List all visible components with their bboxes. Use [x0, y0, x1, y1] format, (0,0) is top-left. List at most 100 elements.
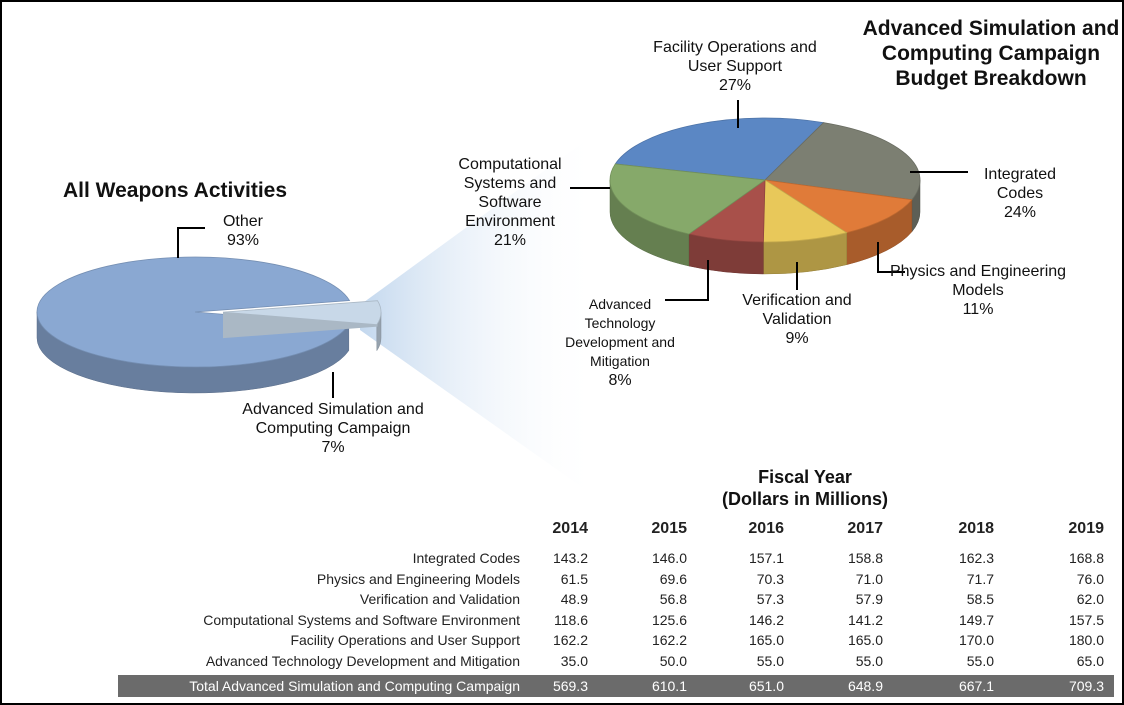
value-label: 27% — [718, 77, 752, 94]
table-cell: 57.3 — [756, 591, 784, 608]
total-label: Total Advanced Simulation and Computing … — [189, 678, 520, 694]
table-cell: 55.0 — [966, 653, 994, 669]
column-header: 2018 — [958, 520, 994, 537]
slice-top — [762, 179, 848, 243]
table-cell: 157.5 — [1068, 611, 1104, 628]
slice-top — [36, 256, 351, 368]
column-header: 2017 — [847, 520, 883, 537]
slice-top — [764, 179, 913, 234]
category-label: Integrated Codes — [983, 166, 1057, 202]
value-label: 93% — [226, 232, 260, 249]
total-row-bg — [118, 675, 1114, 697]
value-label: 21% — [493, 232, 527, 249]
total-cell: 569.3 — [552, 678, 588, 694]
value-label: 8% — [608, 372, 632, 389]
slice — [222, 300, 382, 352]
category-label: Advanced Technology Development and Miti… — [565, 296, 675, 369]
table-cell: 70.3 — [756, 570, 784, 587]
slice-label: Advanced Simulation and Computing Campai… — [233, 400, 433, 457]
slice-top — [614, 117, 825, 181]
table-title: Fiscal Year — [758, 467, 852, 487]
slice-top — [222, 300, 382, 326]
table-cell: 165.0 — [748, 632, 784, 649]
table-cell: 162.2 — [651, 632, 687, 649]
slice-label: Verification and Validation 9% — [727, 291, 867, 348]
total-cell: 651.0 — [748, 678, 784, 694]
funnel — [360, 130, 600, 500]
category-label: Computational Systems and Software Envir… — [458, 156, 562, 230]
row-label: Verification and Validation — [359, 591, 520, 608]
table-cell: 143.2 — [552, 550, 588, 566]
pie-title: All Weapons Activities — [62, 179, 288, 202]
table-cell: 165.0 — [847, 632, 883, 649]
table-cell: 158.8 — [847, 550, 883, 566]
pie-title: Advanced Simulation and Computing Campai… — [862, 17, 1120, 90]
row-label: Physics and Engineering Models — [316, 570, 520, 587]
row-label: Facility Operations and User Support — [290, 632, 520, 649]
slice — [614, 117, 825, 181]
table-cell: 162.2 — [552, 632, 588, 649]
slice-top — [609, 163, 767, 235]
total-cell: 667.1 — [958, 678, 994, 694]
column-header: 2015 — [651, 520, 687, 537]
table-cell: 57.9 — [855, 591, 883, 608]
table-cell: 180.0 — [1068, 632, 1104, 649]
table-cell: 58.5 — [966, 591, 994, 608]
row-label: Integrated Codes — [412, 550, 520, 566]
table-cell: 50.0 — [659, 653, 687, 669]
category-label: Advanced Simulation and Computing Campai… — [242, 401, 424, 437]
leader-lines — [177, 100, 968, 398]
total-cell: 648.9 — [847, 678, 883, 694]
category-label: Other — [222, 213, 263, 230]
table-cell: 48.9 — [560, 591, 588, 608]
column-header: 2019 — [1068, 520, 1104, 537]
table-cell: 118.6 — [554, 611, 588, 628]
total-cell: 709.3 — [1068, 678, 1104, 694]
table-subtitle: (Dollars in Millions) — [721, 489, 888, 509]
slice — [609, 163, 767, 267]
value-label: 7% — [321, 439, 345, 456]
table-cell: 125.6 — [651, 611, 687, 628]
row-label: Advanced Technology Development and Miti… — [205, 653, 520, 669]
slice-label: Facility Operations and User Support 27% — [645, 38, 825, 95]
total-cell: 610.1 — [651, 678, 687, 694]
table-cell: 170.0 — [958, 632, 994, 649]
category-label: Facility Operations and User Support — [653, 39, 817, 75]
value-label: 11% — [962, 301, 994, 318]
table-cell: 55.0 — [756, 653, 784, 669]
slice — [36, 256, 351, 394]
table-cell: 146.2 — [748, 611, 784, 628]
table-cell: 76.0 — [1076, 570, 1104, 587]
table-cell: 65.0 — [1076, 653, 1104, 669]
row-label: Computational Systems and Software Envir… — [203, 611, 520, 628]
table-cell: 71.0 — [855, 570, 883, 587]
table-cell: 56.8 — [659, 591, 687, 608]
table-cell: 61.5 — [560, 570, 588, 587]
value-label: 9% — [785, 330, 809, 347]
table-cell: 157.1 — [748, 550, 784, 566]
category-label: Physics and Engineering Models — [889, 263, 1067, 299]
table-cell: 69.6 — [659, 570, 687, 587]
slice-label: Other 93% — [183, 212, 303, 250]
table-cell: 162.3 — [958, 550, 994, 566]
slice — [762, 179, 848, 275]
table-cell: 35.0 — [560, 653, 588, 669]
table-cell: 168.8 — [1068, 550, 1104, 566]
table-cell: 62.0 — [1076, 591, 1104, 608]
column-header: 2016 — [748, 520, 784, 537]
slice-label: Computational Systems and Software Envir… — [440, 155, 580, 250]
column-header: 2014 — [552, 520, 588, 537]
table-cell: 71.7 — [966, 570, 994, 587]
category-label: Verification and Validation — [742, 292, 852, 328]
slice-label: Integrated Codes 24% — [975, 165, 1065, 222]
table-cell: 146.0 — [651, 550, 687, 566]
table-cell: 149.7 — [958, 611, 994, 628]
slice-top — [764, 122, 921, 201]
slice-label: Advanced Technology Development and Miti… — [563, 295, 678, 390]
table-cell: 55.0 — [855, 653, 883, 669]
value-label: 24% — [1003, 204, 1037, 221]
slice-label: Physics and Engineering Models 11% — [883, 262, 1073, 319]
